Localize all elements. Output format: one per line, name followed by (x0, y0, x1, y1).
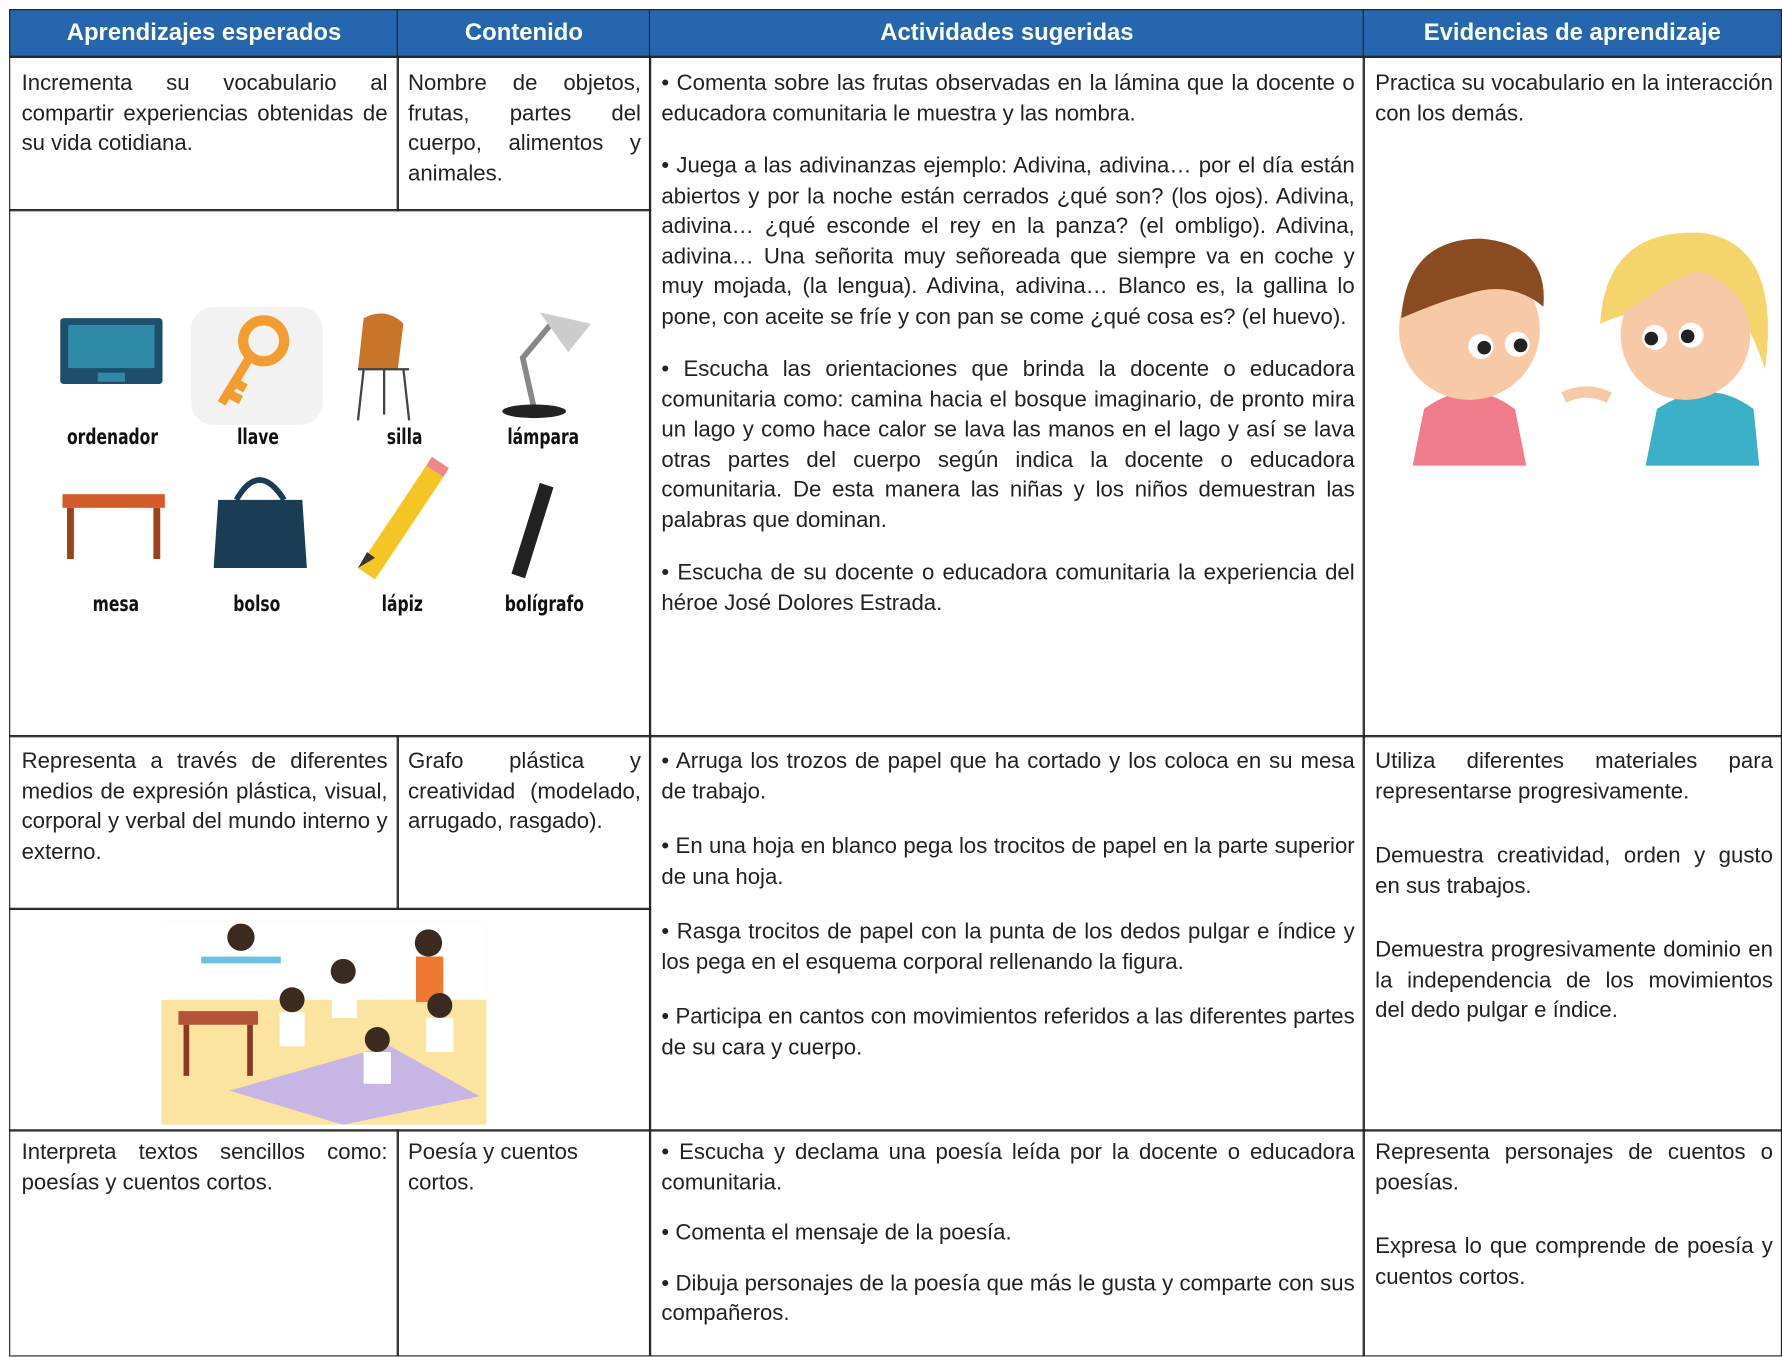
actividad: • Participa en cantos con movimientos re… (661, 1004, 1355, 1060)
aprendizaje: Incrementa su vocabulario al compartir e… (21, 70, 388, 156)
vocabulary-icons (60, 306, 591, 580)
icon-label: ordenador (66, 424, 159, 450)
header-cell: Contenido (396, 9, 652, 58)
cell (9, 907, 652, 1132)
evidencias: Utiliza diferentes materiales para repre… (1375, 746, 1773, 1048)
icon-label: silla (386, 424, 423, 450)
header-cell: Actividades sugeridas (648, 9, 1365, 58)
cell (396, 735, 652, 911)
actividad: • En una hoja en blanco pega los trocito… (661, 833, 1355, 889)
evidencia: Representa personajes de cuentos o poesí… (1375, 1139, 1773, 1195)
actividad: • Escucha de su docente o educadora comu… (661, 560, 1355, 616)
cell (648, 735, 1365, 1132)
actividad: • Arruga los trozos de papel que ha cort… (661, 748, 1355, 804)
actividad: • Escucha y declama una poesía leída por… (661, 1139, 1355, 1195)
icon-label: mesa (92, 591, 140, 617)
aprendizaje: Representa a través de diferentes medios… (21, 748, 388, 864)
contenido: Nombre de objetos, frutas, partes del cu… (407, 70, 641, 186)
classroom-illustration (161, 920, 487, 1125)
evidencia: Demuestra creatividad, orden y gusto en … (1375, 842, 1773, 899)
cell (648, 55, 1365, 738)
evidencia: Practica su vocabulario en la interacció… (1375, 70, 1773, 126)
cell (9, 55, 399, 212)
cell (9, 209, 652, 738)
icon-label: bolígrafo (504, 591, 584, 617)
icon-label: lápiz (381, 591, 423, 617)
actividades: • Comenta sobre las frutas observadas en… (661, 68, 1354, 641)
contenido: Grafo plástica y creatividad (modelado, … (407, 748, 641, 834)
actividades: • Arruga los trozos de papel que ha cort… (661, 746, 1354, 1085)
actividad: • Escucha las orientaciones que brinda l… (661, 356, 1355, 533)
cell (1362, 735, 1782, 1132)
actividad: • Dibuja personajes de la poesía que más… (661, 1270, 1355, 1326)
contenido: Poesía y cuentos cortos. (407, 1139, 579, 1195)
icon-label: lámpara (507, 424, 580, 450)
cell (9, 735, 399, 911)
cell (1362, 55, 1782, 738)
aprendizaje: Interpreta textos sencillos como: poesía… (21, 1139, 388, 1195)
evidencia: Utiliza diferentes materiales para repre… (1375, 748, 1773, 804)
actividades: • Escucha y declama una poesía leída por… (661, 1137, 1354, 1351)
children-illustration (1399, 232, 1768, 466)
cell (396, 55, 652, 212)
header-cell: Aprendizajes esperados (9, 9, 399, 58)
actividad: • Rasga trocitos de papel con la punta d… (661, 919, 1355, 975)
evidencia: Demuestra progresivamente dominio en la … (1375, 937, 1773, 1023)
actividad: • Comenta el mensaje de la poesía. (661, 1220, 1012, 1246)
actividad: • Comenta sobre las frutas observadas en… (661, 70, 1355, 126)
actividad: • Juega a las adivinanzas ejemplo: Adivi… (661, 153, 1355, 329)
header-cell: Evidencias de aprendizaje (1362, 9, 1782, 58)
evidencia: Expresa lo que comprende de poesía y cue… (1375, 1233, 1773, 1289)
evidencias: Representa personajes de cuentos o poesí… (1375, 1137, 1773, 1314)
icon-label: llave (237, 424, 279, 450)
icon-label: bolso (233, 591, 281, 617)
